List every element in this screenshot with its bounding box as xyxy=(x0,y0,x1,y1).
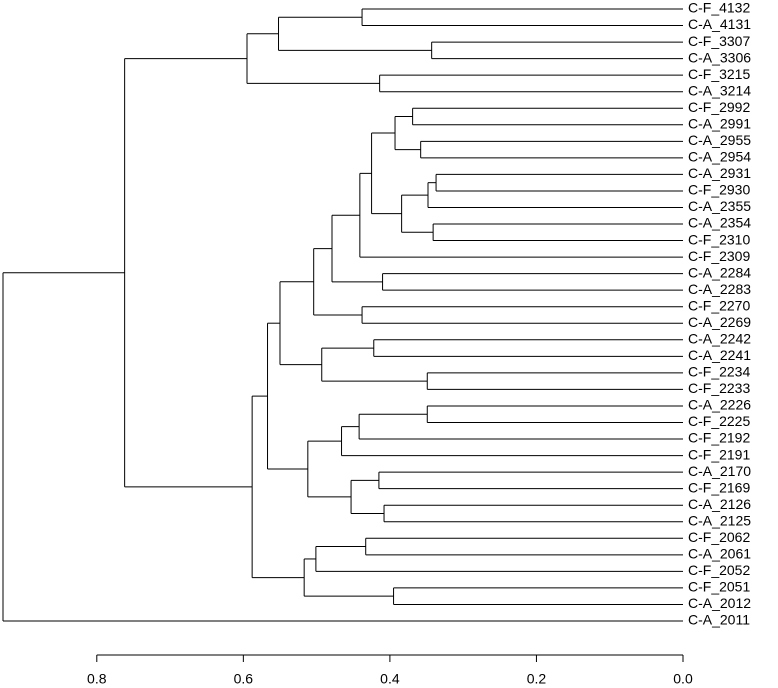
x-tick-label: 0.2 xyxy=(527,671,547,687)
leaf-label: C-A_3214 xyxy=(688,82,751,98)
leaf-label: C-F_2062 xyxy=(688,529,750,545)
leaf-label: C-F_4132 xyxy=(688,0,750,16)
leaf-label: C-F_2270 xyxy=(688,297,750,313)
leaf-label: C-A_2284 xyxy=(688,264,751,280)
leaf-label: C-F_2192 xyxy=(688,430,750,446)
leaf-label: C-F_2051 xyxy=(688,579,750,595)
leaf-label: C-F_2309 xyxy=(688,248,750,264)
x-tick-label: 0.4 xyxy=(380,671,400,687)
leaf-label: C-F_2233 xyxy=(688,380,750,396)
leaf-label: C-A_2991 xyxy=(688,115,751,131)
leaf-label: C-A_2125 xyxy=(688,512,751,528)
leaf-label: C-A_2355 xyxy=(688,198,751,214)
leaf-label: C-F_2191 xyxy=(688,446,750,462)
x-tick-label: 0.6 xyxy=(234,671,254,687)
leaf-label: C-A_2011 xyxy=(688,612,750,628)
leaf-label: C-A_2354 xyxy=(688,215,751,231)
leaf-label: C-F_2169 xyxy=(688,479,750,495)
leaf-label: C-A_2241 xyxy=(688,347,751,363)
leaf-label: C-F_2992 xyxy=(688,99,750,115)
leaf-label: C-F_2930 xyxy=(688,182,750,198)
leaf-label: C-F_3215 xyxy=(688,66,750,82)
leaf-label: C-A_3306 xyxy=(688,49,751,65)
leaf-label: C-A_2283 xyxy=(688,281,751,297)
leaf-label: C-F_2234 xyxy=(688,364,750,380)
leaf-label: C-A_2012 xyxy=(688,595,751,611)
leaf-label: C-F_3307 xyxy=(688,33,750,49)
leaf-label: C-A_2954 xyxy=(688,149,751,165)
leaf-label: C-A_2170 xyxy=(688,463,751,479)
leaf-label: C-A_2242 xyxy=(688,331,751,347)
leaf-label: C-A_2226 xyxy=(688,397,751,413)
leaf-label: C-A_4131 xyxy=(688,16,751,32)
leaf-label: C-A_2061 xyxy=(688,546,751,562)
x-tick-label: 0.0 xyxy=(673,671,693,687)
leaf-label: C-F_2310 xyxy=(688,231,750,247)
leaf-label: C-A_2269 xyxy=(688,314,751,330)
leaf-label: C-F_2052 xyxy=(688,562,750,578)
leaf-label: C-A_2931 xyxy=(688,165,751,181)
leaf-label: C-A_2126 xyxy=(688,496,751,512)
x-tick-label: 0.8 xyxy=(87,671,107,687)
leaf-label: C-A_2955 xyxy=(688,132,751,148)
leaf-label: C-F_2225 xyxy=(688,413,750,429)
